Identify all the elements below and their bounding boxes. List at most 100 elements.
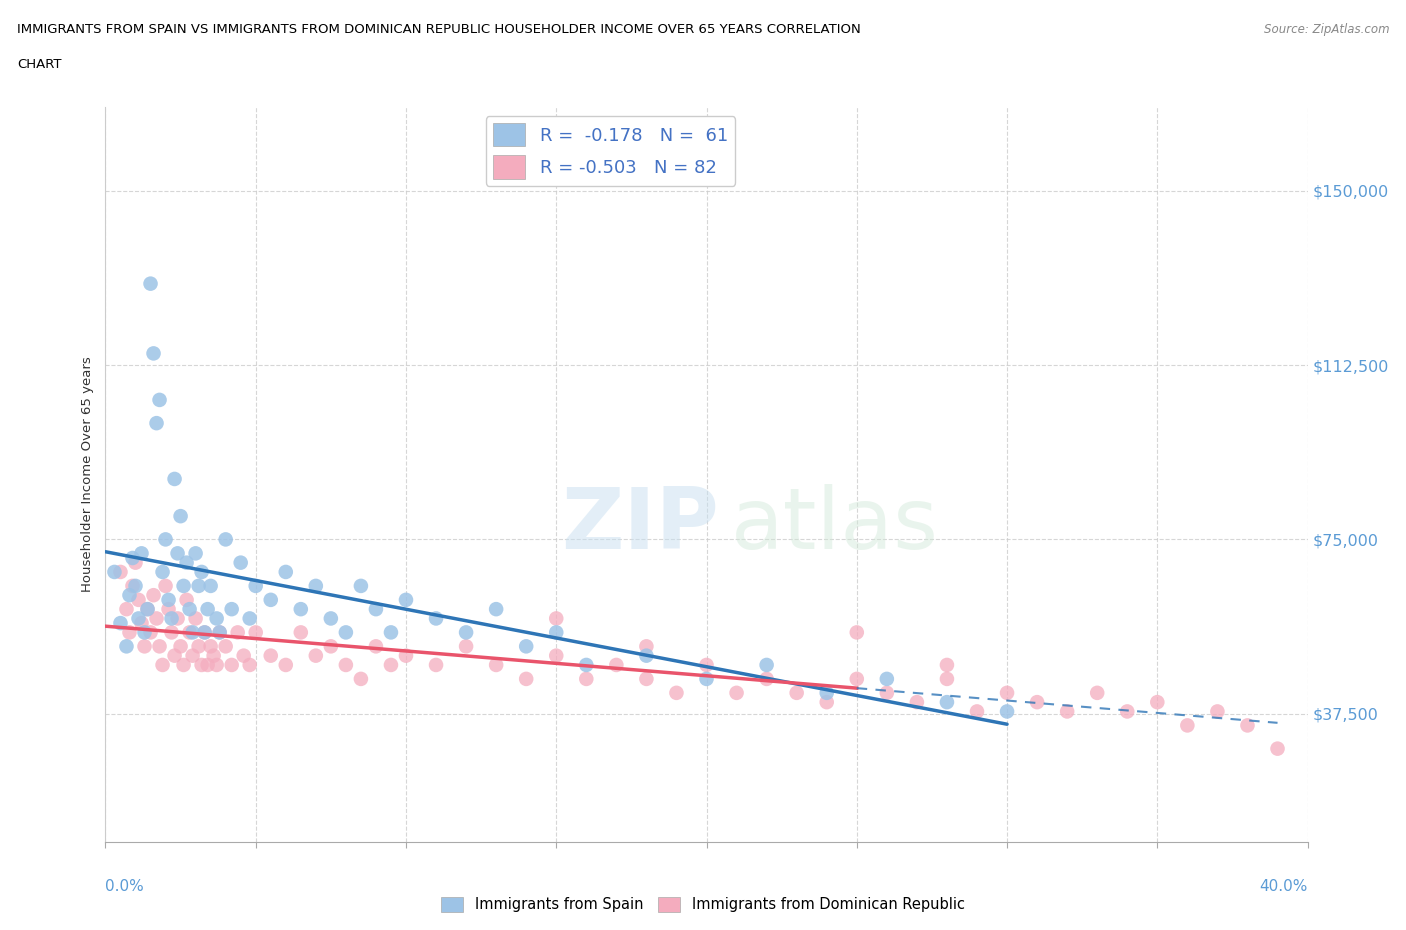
Point — [197, 602, 219, 617]
Point — [636, 648, 658, 663]
Point — [260, 648, 283, 663]
Text: 40.0%: 40.0% — [1260, 879, 1308, 894]
Point — [136, 602, 159, 617]
Point — [1026, 695, 1049, 710]
Point — [1146, 695, 1168, 710]
Point — [350, 578, 373, 593]
Point — [214, 639, 236, 654]
Point — [145, 611, 167, 626]
Y-axis label: Householder Income Over 65 years: Householder Income Over 65 years — [82, 356, 94, 592]
Point — [815, 685, 838, 700]
Point — [148, 392, 170, 407]
Point — [995, 685, 1018, 700]
Point — [546, 611, 568, 626]
Point — [214, 532, 236, 547]
Text: atlas: atlas — [731, 485, 939, 567]
Point — [845, 625, 868, 640]
Point — [160, 611, 183, 626]
Point — [169, 509, 191, 524]
Point — [121, 578, 143, 593]
Point — [936, 671, 959, 686]
Point — [103, 565, 125, 579]
Point — [815, 695, 838, 710]
Point — [696, 658, 718, 672]
Point — [239, 658, 262, 672]
Point — [1085, 685, 1108, 700]
Point — [194, 625, 217, 640]
Point — [200, 639, 222, 654]
Point — [515, 671, 537, 686]
Point — [290, 602, 312, 617]
Point — [190, 565, 212, 579]
Point — [305, 578, 328, 593]
Point — [166, 546, 188, 561]
Point — [575, 671, 598, 686]
Point — [118, 625, 141, 640]
Point — [194, 625, 217, 640]
Point — [124, 555, 146, 570]
Point — [110, 565, 132, 579]
Point — [184, 546, 207, 561]
Point — [115, 639, 138, 654]
Point — [260, 592, 283, 607]
Point — [425, 658, 447, 672]
Point — [179, 625, 201, 640]
Text: ZIP: ZIP — [561, 485, 718, 567]
Point — [155, 532, 177, 547]
Point — [160, 625, 183, 640]
Point — [245, 625, 267, 640]
Point — [245, 578, 267, 593]
Point — [725, 685, 748, 700]
Point — [169, 639, 191, 654]
Point — [142, 588, 165, 603]
Point — [134, 639, 156, 654]
Point — [364, 639, 387, 654]
Point — [546, 648, 568, 663]
Point — [187, 639, 209, 654]
Point — [179, 602, 201, 617]
Point — [152, 658, 174, 672]
Point — [176, 555, 198, 570]
Point — [115, 602, 138, 617]
Point — [395, 592, 418, 607]
Point — [173, 578, 195, 593]
Point — [1206, 704, 1229, 719]
Point — [134, 625, 156, 640]
Point — [197, 658, 219, 672]
Point — [124, 578, 146, 593]
Point — [181, 625, 204, 640]
Point — [305, 648, 328, 663]
Point — [139, 276, 162, 291]
Point — [665, 685, 688, 700]
Point — [181, 648, 204, 663]
Point — [319, 639, 342, 654]
Point — [139, 625, 162, 640]
Point — [575, 658, 598, 672]
Point — [176, 592, 198, 607]
Point — [936, 695, 959, 710]
Point — [128, 611, 150, 626]
Point — [876, 671, 898, 686]
Point — [636, 671, 658, 686]
Point — [454, 625, 477, 640]
Point — [995, 704, 1018, 719]
Point — [131, 616, 153, 631]
Point — [121, 551, 143, 565]
Point — [221, 658, 243, 672]
Point — [786, 685, 808, 700]
Text: IMMIGRANTS FROM SPAIN VS IMMIGRANTS FROM DOMINICAN REPUBLIC HOUSEHOLDER INCOME O: IMMIGRANTS FROM SPAIN VS IMMIGRANTS FROM… — [17, 23, 860, 36]
Point — [208, 625, 231, 640]
Point — [1056, 704, 1078, 719]
Point — [148, 639, 170, 654]
Point — [173, 658, 195, 672]
Point — [755, 671, 778, 686]
Point — [1116, 704, 1139, 719]
Legend: R =  -0.178   N =  61, R = -0.503   N = 82: R = -0.178 N = 61, R = -0.503 N = 82 — [485, 116, 735, 186]
Point — [221, 602, 243, 617]
Point — [128, 592, 150, 607]
Point — [335, 658, 357, 672]
Point — [208, 625, 231, 640]
Point — [425, 611, 447, 626]
Point — [454, 639, 477, 654]
Point — [131, 546, 153, 561]
